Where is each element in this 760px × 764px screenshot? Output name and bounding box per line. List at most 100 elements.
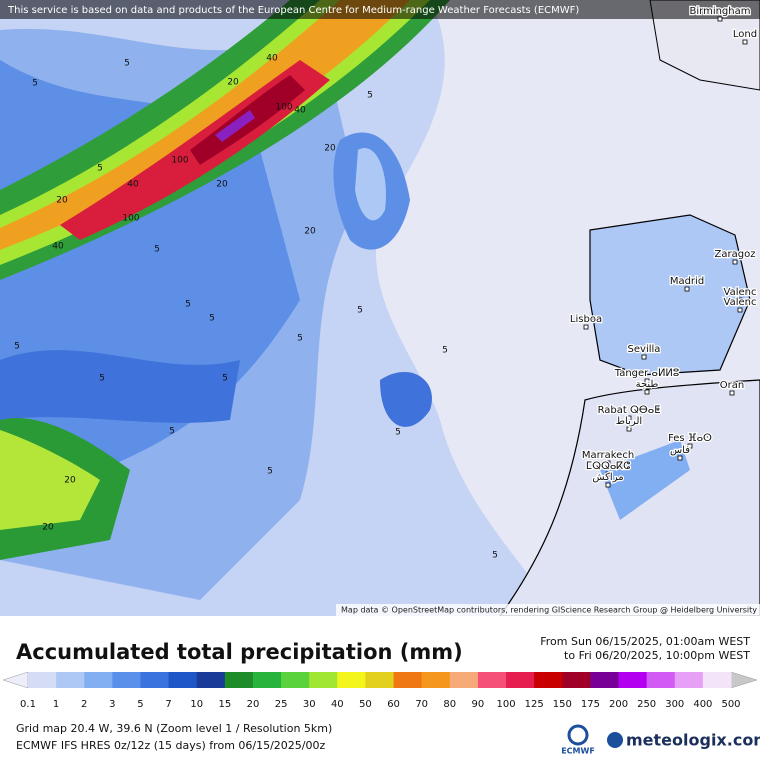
legend-label: 70	[415, 699, 428, 710]
contour-label: 5	[99, 374, 105, 384]
contour-label: 20	[304, 227, 316, 237]
contour-label: 5	[222, 374, 228, 384]
legend-swatch	[590, 672, 620, 688]
legend-swatch	[534, 672, 563, 688]
legend-label: 30	[303, 699, 316, 710]
contour-label: 20	[216, 180, 228, 190]
contour-label: 40	[52, 242, 64, 252]
city-label: Madrid	[670, 276, 704, 287]
contour-label: 20	[227, 78, 239, 88]
legend-swatch	[252, 672, 282, 688]
city-marker	[605, 482, 611, 488]
city-marker	[684, 286, 690, 292]
legend-swatch	[84, 672, 113, 688]
legend-label: 10	[190, 699, 203, 710]
legend-swatch	[365, 672, 395, 688]
contour-label: 5	[442, 346, 448, 356]
city-label: Lisboa	[570, 314, 602, 325]
legend-swatch	[702, 672, 732, 688]
legend-swatch	[674, 672, 704, 688]
legend-swatch	[196, 672, 226, 688]
contour-label: 20	[64, 476, 76, 486]
contour-label: 5	[367, 91, 373, 101]
city-marker	[687, 443, 693, 449]
legend-label: 3	[109, 699, 115, 710]
legend-label: 200	[609, 699, 628, 710]
attribution: Map data © OpenStreetMap contributors, r…	[341, 606, 757, 615]
legend-swatch	[224, 672, 254, 688]
contour-label: 40	[266, 54, 278, 64]
legend-label: 15	[218, 699, 231, 710]
city-marker	[677, 455, 683, 461]
legend-swatch	[618, 672, 648, 688]
title: Accumulated total precipitation (mm)	[16, 640, 463, 664]
legend-swatch	[646, 672, 676, 688]
legend-label: 250	[637, 699, 656, 710]
city-label: Valenc	[724, 287, 757, 298]
city-label: Fes ⴼⴰⵙ	[668, 433, 712, 444]
city-label: Rabat ⵕⴱⴰⵟ	[598, 405, 661, 416]
legend-swatch	[506, 672, 535, 688]
city-marker	[732, 259, 738, 265]
legend-label: 0.1	[20, 699, 36, 710]
city-marker	[626, 426, 632, 432]
contour-label: 20	[56, 196, 68, 206]
contour-label: 5	[154, 245, 160, 255]
legend-label: 100	[496, 699, 515, 710]
contour-label: 20	[42, 523, 54, 533]
legend-swatch	[28, 672, 57, 688]
contour-label: 100	[122, 214, 139, 224]
contour-label: 5	[14, 342, 20, 352]
contour-label: 5	[297, 334, 303, 344]
legend-swatch	[421, 672, 451, 688]
contour-label: 5	[185, 300, 191, 310]
city-marker	[729, 390, 735, 396]
legend-label: 60	[387, 699, 400, 710]
legend-swatch	[168, 672, 198, 688]
legend-label: 125	[525, 699, 544, 710]
contour-label: 40	[294, 106, 306, 116]
legend-swatch	[337, 672, 366, 688]
city-marker	[742, 39, 748, 45]
city-label: Birmingham	[690, 6, 751, 17]
legend-label: 5	[137, 699, 143, 710]
legend-label: 300	[665, 699, 684, 710]
city-marker	[626, 415, 632, 421]
contour-label: 100	[171, 156, 188, 166]
legend-label: 175	[581, 699, 600, 710]
contour-label: 100	[275, 103, 292, 113]
contour-label: 5	[395, 428, 401, 438]
city-label: Lond	[733, 29, 757, 40]
city-label: Zaragoz	[715, 249, 756, 260]
grid-info: Grid map 20.4 W, 39.6 N (Zoom level 1 / …	[16, 722, 332, 735]
legend-label: 150	[553, 699, 572, 710]
city-label: مراكش	[592, 472, 623, 483]
legend-label: 1	[53, 699, 59, 710]
legend-label: 80	[443, 699, 456, 710]
legend-label: 2	[81, 699, 87, 710]
legend-label: 40	[331, 699, 344, 710]
city-label: Marrakech	[582, 450, 634, 461]
legend-swatch	[477, 672, 507, 688]
contour-label: 5	[169, 427, 175, 437]
brand-icon	[607, 732, 623, 748]
contour-label: 5	[492, 551, 498, 561]
legend-label: 500	[721, 699, 740, 710]
legend-label: 400	[693, 699, 712, 710]
legend-swatch	[309, 672, 338, 688]
model-info: ECMWF IFS HRES 0z/12z (15 days) from 06/…	[16, 739, 326, 752]
legend-label: 7	[165, 699, 171, 710]
banner: This service is based on data and produc…	[7, 5, 579, 16]
city-marker	[737, 307, 743, 313]
city-label: Valenc	[724, 297, 757, 308]
contour-label: 5	[124, 59, 130, 69]
contour-label: 5	[32, 79, 38, 89]
city-marker	[717, 16, 723, 22]
city-label: فاس	[670, 445, 690, 456]
legend-swatch	[449, 672, 479, 688]
legend-label: 90	[472, 699, 485, 710]
contour-label: 5	[97, 164, 103, 174]
ecmwf-logo: ECMWF	[561, 747, 595, 756]
legend-swatch	[56, 672, 85, 688]
